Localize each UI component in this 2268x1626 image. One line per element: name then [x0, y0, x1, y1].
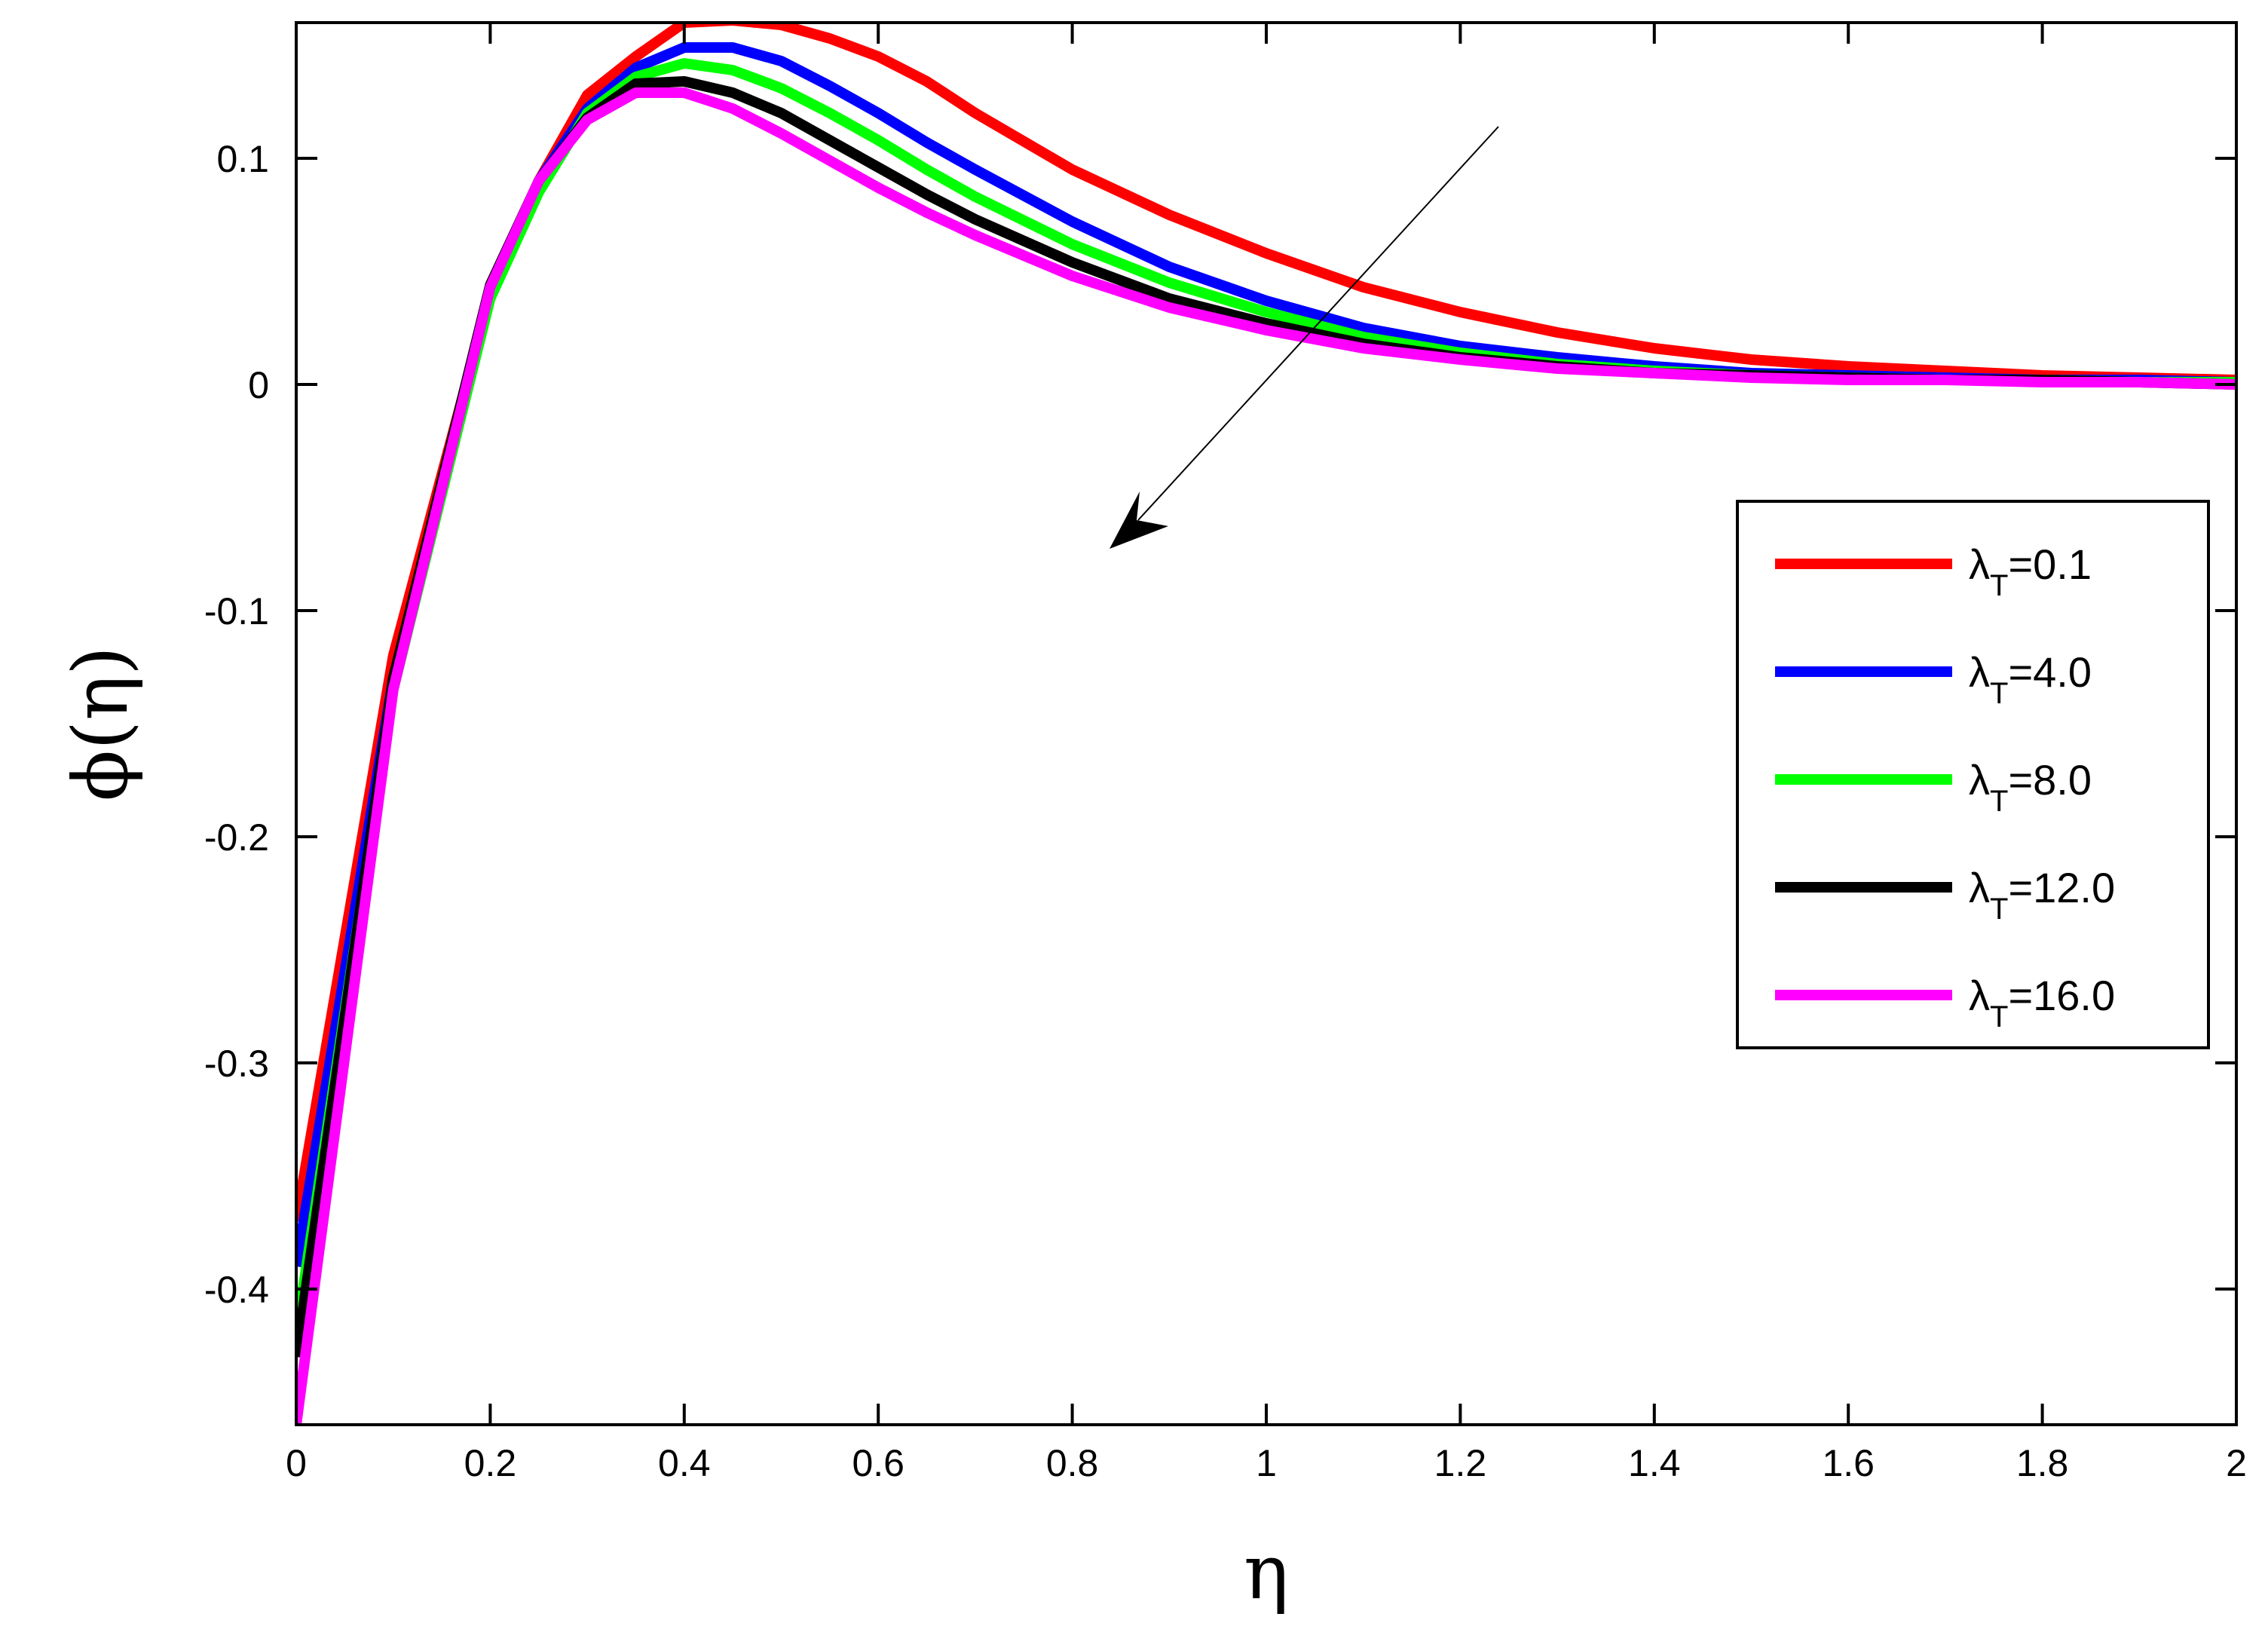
legend-label-3: λT=12.0 — [1969, 864, 2115, 926]
y-tick-label: 0.1 — [216, 138, 269, 180]
y-tick-label: -0.1 — [204, 590, 269, 632]
x-tick-label: 2 — [2226, 1442, 2247, 1484]
legend-label-1: λT=4.0 — [1969, 648, 2092, 710]
x-axis-title: η — [1244, 1528, 1289, 1616]
x-tick-label: 1 — [1256, 1442, 1277, 1484]
x-tick-label: 0.2 — [464, 1442, 517, 1484]
x-tick-label: 0.8 — [1046, 1442, 1099, 1484]
y-axis-title: ϕ(η) — [57, 646, 145, 801]
series-line-0 — [296, 23, 2236, 1223]
y-tick-label: 0 — [248, 364, 269, 406]
y-tick-label: -0.4 — [204, 1269, 269, 1311]
legend: λT=0.1 λT=4.0 λT=8.0 λT=12.0 λT=16.0 — [1736, 500, 2210, 1049]
x-tick-label: 1.6 — [1822, 1442, 1875, 1484]
legend-label-4: λT=16.0 — [1969, 972, 2115, 1033]
legend-label-0: λT=0.1 — [1969, 540, 2092, 602]
series-layer — [296, 23, 2236, 1425]
trend-arrow — [1110, 126, 1499, 549]
x-tick-label: 1.4 — [1628, 1442, 1681, 1484]
x-tick-label: 1.2 — [1434, 1442, 1487, 1484]
x-tick-label: 0 — [286, 1442, 307, 1484]
x-tick-label: 0.4 — [658, 1442, 711, 1484]
series-line-4 — [296, 87, 2236, 1425]
legend-label-2: λT=8.0 — [1969, 756, 2092, 818]
x-tick-label: 1.8 — [2016, 1442, 2069, 1484]
y-tick-label: -0.3 — [204, 1043, 269, 1085]
arrow-shaft — [1137, 126, 1499, 521]
ticks-layer: 0 0.2 0.4 0.6 0.8 1 1.2 1.4 1.6 1.8 2 -0.4 -0.3 -0.2 -… — [204, 23, 2247, 1484]
y-tick-label: -0.2 — [204, 816, 269, 859]
x-tick-label: 0.6 — [852, 1442, 904, 1484]
arrow-head — [1110, 491, 1168, 549]
